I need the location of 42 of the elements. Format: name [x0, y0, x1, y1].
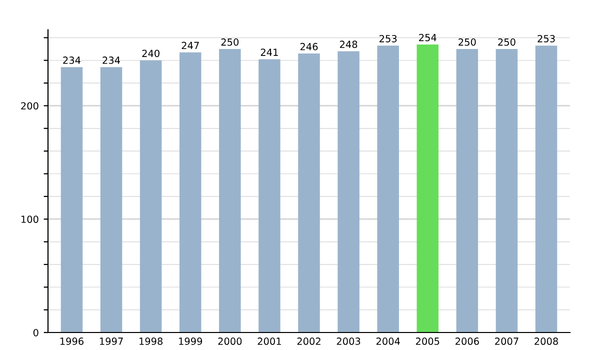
bar	[140, 60, 162, 332]
data-label: 250	[498, 38, 516, 46]
data-label: 234	[102, 56, 120, 64]
bar	[179, 52, 202, 332]
x-tick-label: 2000	[218, 338, 242, 345]
data-label: 246	[300, 42, 318, 50]
y-tick-label: 0	[33, 328, 38, 336]
bar	[535, 46, 558, 332]
x-tick-label: 2005	[416, 338, 440, 345]
x-tick-label: 2004	[376, 338, 400, 345]
x-tick-label: 2001	[258, 338, 281, 345]
x-tick-label: 1998	[140, 338, 163, 345]
bar	[416, 44, 439, 332]
y-tick-label: 100	[21, 216, 38, 223]
data-label: 248	[340, 40, 358, 48]
data-label: 241	[260, 48, 278, 56]
bar	[60, 67, 83, 332]
bar	[496, 49, 518, 332]
bar	[298, 54, 320, 332]
data-label: 247	[182, 42, 199, 50]
x-tick-label: 2007	[495, 338, 518, 345]
x-tick-label: 1999	[179, 338, 202, 345]
x-tick-label: 2003	[336, 338, 360, 345]
x-tick-label: 1996	[60, 338, 84, 345]
data-label: 253	[380, 35, 397, 42]
data-label: 240	[142, 50, 160, 58]
data-label: 250	[458, 38, 476, 46]
x-tick-label: 1997	[100, 338, 123, 345]
x-tick-label: 2008	[534, 338, 558, 345]
y-tick-label: 200	[21, 102, 38, 110]
bar	[456, 49, 478, 332]
data-label: 253	[538, 35, 555, 42]
data-label: 250	[221, 38, 239, 46]
data-label: 234	[63, 56, 80, 64]
bar	[219, 49, 241, 332]
bar	[377, 46, 399, 332]
x-tick-label: 2002	[297, 338, 320, 345]
bar	[258, 59, 280, 332]
data-label: 254	[419, 34, 436, 42]
x-tick-label: 2006	[456, 338, 479, 345]
bar	[338, 51, 360, 332]
bar	[100, 67, 122, 332]
